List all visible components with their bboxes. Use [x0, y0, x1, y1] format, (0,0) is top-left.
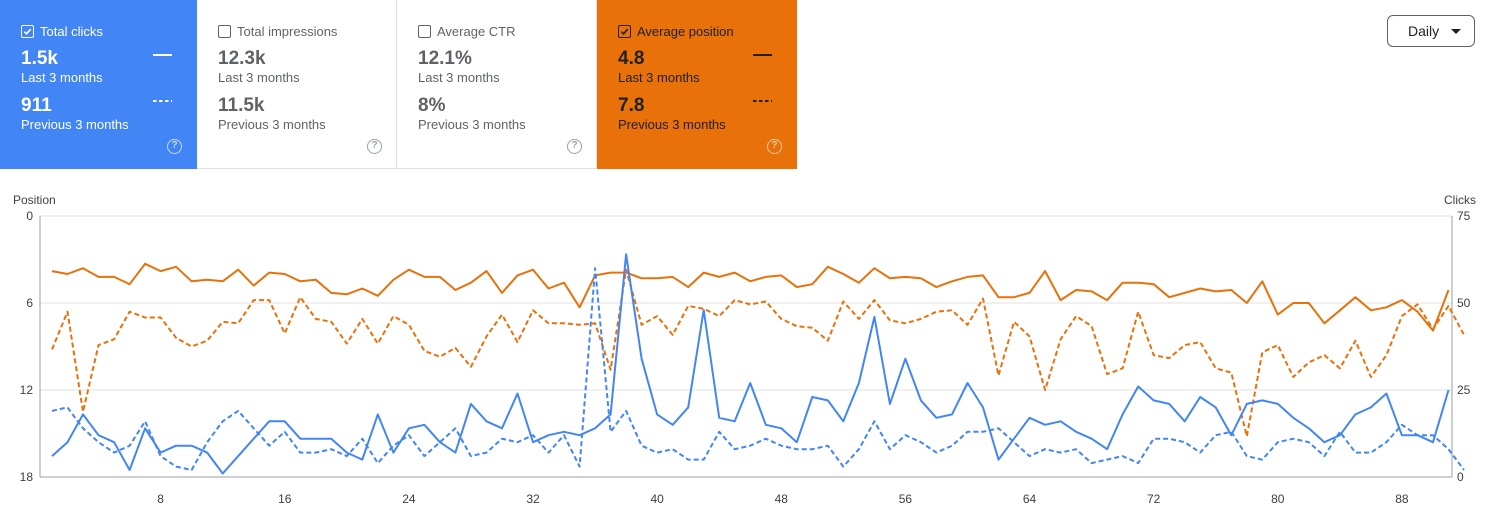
checkbox-checked-icon[interactable] [21, 24, 34, 38]
right-tick-label: 0 [1457, 470, 1464, 484]
card-prev-value: 911 [21, 95, 52, 116]
card-prev-period: Previous 3 months [618, 117, 726, 132]
x-tick-label: 24 [402, 492, 416, 506]
series-lines [51, 253, 1465, 475]
x-tick-label: 72 [1147, 492, 1161, 506]
checkbox-unchecked-icon[interactable] [418, 24, 431, 38]
card-period: Last 3 months [418, 70, 500, 85]
x-tick-label: 8 [157, 492, 164, 506]
card-header: Average position [618, 22, 796, 40]
left-tick-label: 6 [26, 296, 33, 310]
granularity-dropdown[interactable]: Daily [1387, 15, 1475, 47]
chevron-down-icon [1451, 29, 1461, 34]
x-tick-label: 88 [1395, 492, 1409, 506]
granularity-selected: Daily [1408, 23, 1440, 39]
dashed-line-legend-icon [753, 100, 772, 102]
card-period: Last 3 months [21, 70, 103, 85]
card-label: Average position [637, 23, 734, 39]
card-header: Total clicks [21, 22, 196, 40]
x-tick-label: 32 [526, 492, 540, 506]
card-value: 12.3k [218, 48, 266, 69]
solid-line-legend-icon [153, 54, 172, 56]
x-tick-label: 64 [1023, 492, 1037, 506]
left-tick-label: 0 [26, 209, 33, 223]
card-label: Average CTR [437, 23, 516, 39]
gridlines [39, 215, 1453, 478]
card-total-impressions[interactable]: Total impressions 12.3k Last 3 months 11… [197, 0, 397, 169]
card-header: Total impressions [218, 22, 396, 40]
card-prev-period: Previous 3 months [218, 117, 326, 132]
left-axis-ticks: 0 6 12 18 [20, 209, 34, 484]
card-prev-value: 11.5k [218, 95, 265, 116]
x-tick-label: 40 [650, 492, 664, 506]
x-tick-label: 80 [1271, 492, 1285, 506]
card-prev-period: Previous 3 months [21, 117, 129, 132]
card-average-position[interactable]: Average position 4.8 Last 3 months 7.8 P… [597, 0, 797, 169]
right-axis-ticks: 75 50 25 0 [1457, 209, 1471, 484]
left-tick-label: 18 [20, 470, 34, 484]
card-value: 12.1% [418, 48, 472, 69]
card-period: Last 3 months [218, 70, 300, 85]
help-icon[interactable]: ? [367, 139, 382, 154]
x-tick-label: 48 [775, 492, 789, 506]
metric-cards: Total clicks 1.5k Last 3 months 911 Prev… [0, 0, 797, 169]
x-axis-ticks: 8 16 24 32 40 48 56 64 72 80 88 [157, 492, 1409, 506]
card-value: 1.5k [21, 48, 58, 69]
card-prev-value: 8% [418, 95, 446, 116]
card-value: 4.8 [618, 48, 645, 69]
current-clicks-line [51, 253, 1450, 475]
card-prev-value: 7.8 [618, 95, 645, 116]
checkbox-unchecked-icon[interactable] [218, 24, 231, 38]
left-axis-label: Position [13, 193, 56, 207]
card-label: Total impressions [237, 23, 338, 39]
card-average-ctr[interactable]: Average CTR 12.1% Last 3 months 8% Previ… [397, 0, 597, 169]
right-tick-label: 75 [1457, 209, 1471, 223]
current-position-line [51, 262, 1450, 332]
right-tick-label: 50 [1457, 296, 1471, 310]
help-icon[interactable]: ? [167, 139, 182, 154]
card-period: Last 3 months [618, 70, 700, 85]
left-tick-label: 12 [20, 383, 34, 397]
card-total-clicks[interactable]: Total clicks 1.5k Last 3 months 911 Prev… [0, 0, 197, 169]
help-icon[interactable]: ? [767, 139, 782, 154]
previous-clicks-line [51, 267, 1465, 471]
right-axis-label: Clicks [1444, 193, 1476, 207]
solid-line-legend-icon [753, 54, 772, 56]
help-icon[interactable]: ? [567, 139, 582, 154]
performance-chart: Position Clicks 0 6 12 18 75 50 25 0 8 16 24 32 40… [13, 193, 1476, 506]
x-tick-label: 56 [899, 492, 913, 506]
card-label: Total clicks [40, 23, 103, 39]
previous-position-line [51, 268, 1465, 438]
dashed-line-legend-icon [153, 100, 172, 102]
checkbox-checked-icon[interactable] [618, 24, 631, 38]
card-prev-period: Previous 3 months [418, 117, 526, 132]
card-header: Average CTR [418, 22, 596, 40]
x-tick-label: 16 [278, 492, 292, 506]
right-tick-label: 25 [1457, 383, 1471, 397]
